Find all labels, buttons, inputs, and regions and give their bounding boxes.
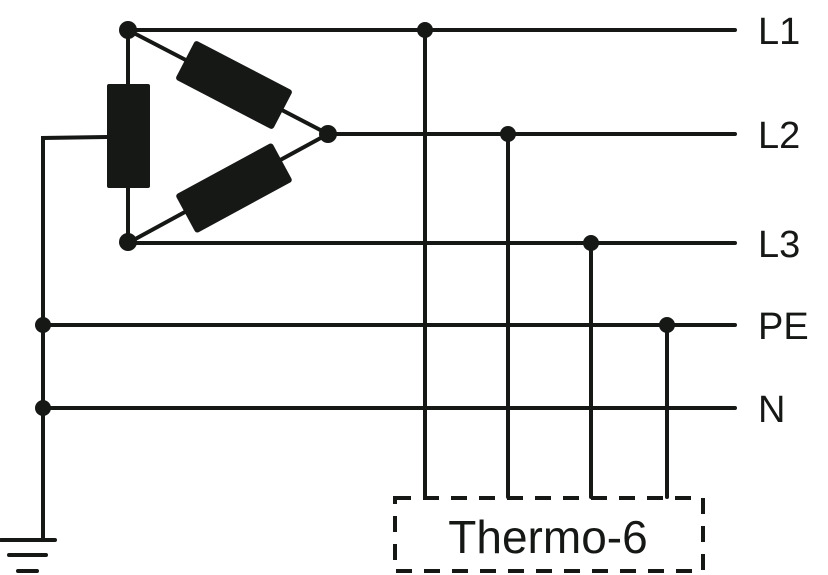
resistor-left (107, 84, 150, 188)
resistor-lower (176, 143, 292, 233)
device-label: Thermo-6 (448, 511, 647, 563)
resistor-upper (176, 41, 292, 129)
earth-wire (41, 135, 109, 542)
node-l1 (417, 22, 433, 38)
node-n (35, 400, 51, 416)
label-l2: L2 (758, 115, 800, 157)
label-l3: L3 (758, 224, 800, 266)
label-pe: PE (758, 306, 809, 348)
node-l2 (500, 126, 516, 142)
device-box (393, 496, 705, 573)
delta-heater (107, 21, 337, 251)
node-pe-device (659, 317, 675, 333)
label-l1: L1 (758, 11, 800, 53)
device-connections (417, 22, 675, 499)
node-top (119, 21, 137, 39)
thermo-device: Thermo-6 (393, 496, 705, 573)
line-labels: L1 L2 L3 PE N (758, 11, 809, 431)
node-right (319, 125, 337, 143)
label-n: N (758, 389, 785, 431)
node-l3 (583, 235, 599, 251)
earth-connection (0, 135, 109, 573)
node-pe (35, 317, 51, 333)
node-bottom (119, 233, 137, 251)
